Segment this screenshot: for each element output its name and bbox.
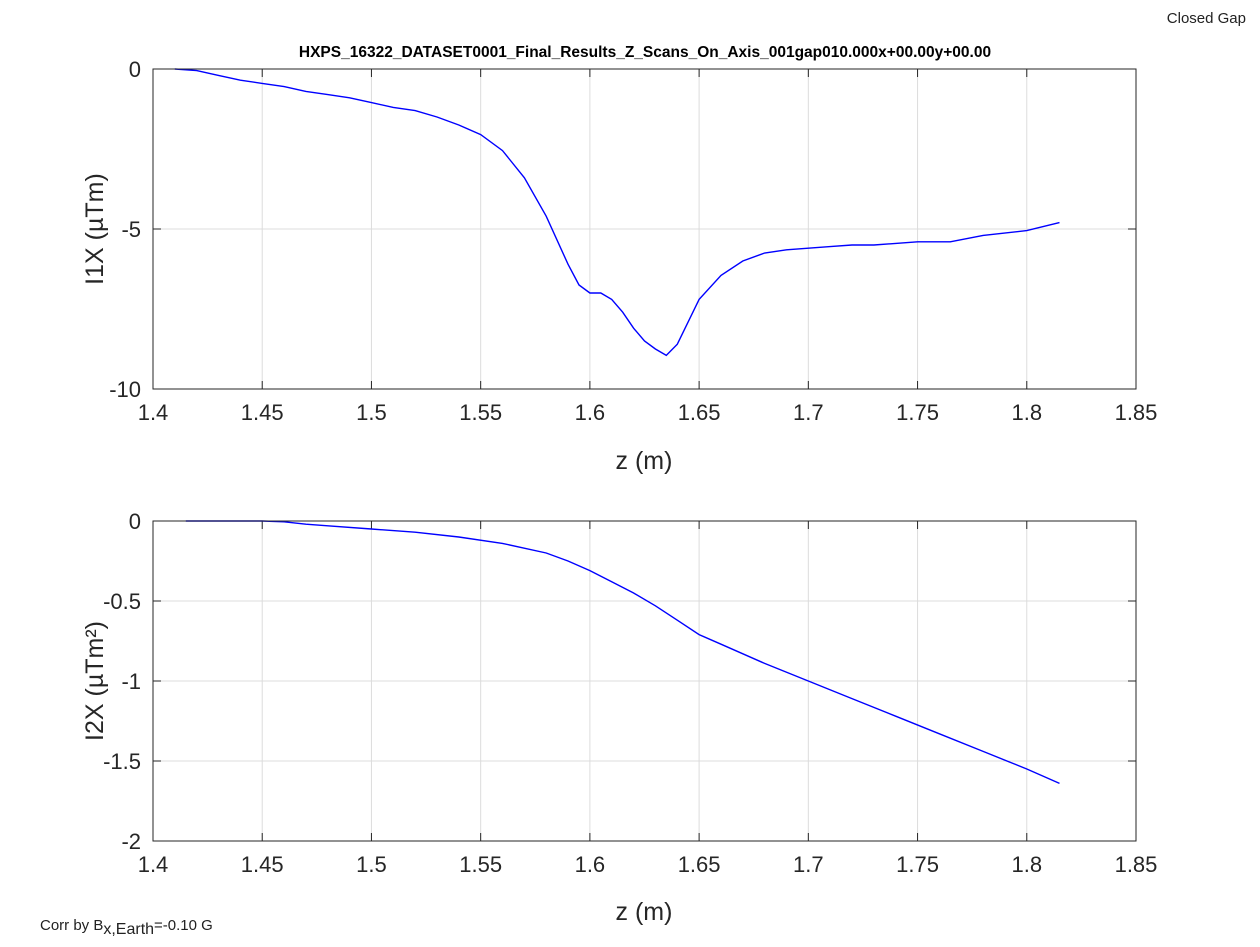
x-tick-label: 1.7 <box>793 400 824 425</box>
x-tick-label: 1.4 <box>138 400 169 425</box>
correction-note-subscript: x,Earth <box>103 921 154 938</box>
x-tick-label: 1.45 <box>241 400 284 425</box>
y-tick-label: 0 <box>129 509 141 534</box>
y-tick-label: 0 <box>129 57 141 82</box>
series-line-top <box>174 68 1060 357</box>
y-tick-label: -10 <box>109 377 141 402</box>
x-tick-label: 1.4 <box>138 852 169 877</box>
correction-note-suffix: =-0.10 G <box>154 917 213 934</box>
y-tick-label: -5 <box>121 217 141 242</box>
ticks-top: 1.4 1.45 1.5 1.55 1.6 1.65 1.7 1.75 1.8 1.85 -10 -5… <box>109 57 1157 425</box>
correction-note: Corr by Bx,Earth=-0.10 G <box>40 917 213 938</box>
ticks-bottom: 1.4 1.45 1.5 1.55 1.6 1.65 1.7 1.75 1.8 1.85 -2 -1.… <box>103 509 1157 877</box>
axes-box-top <box>152 68 1137 390</box>
axes-box-bottom <box>152 520 1137 842</box>
x-tick-label: 1.55 <box>459 852 502 877</box>
x-tick-label: 1.6 <box>575 400 606 425</box>
x-tick-label: 1.5 <box>356 852 387 877</box>
y-axis-label-top: I1X (µTm) <box>81 173 109 285</box>
chart-title-top: HXPS_16322_DATASET0001_Final_Results_Z_S… <box>299 44 991 61</box>
x-tick-label: 1.75 <box>896 852 939 877</box>
x-tick-label: 1.8 <box>1011 852 1042 877</box>
y-tick-label: -1 <box>121 669 141 694</box>
y-tick-label: -0.5 <box>103 589 141 614</box>
x-tick-label: 1.8 <box>1011 400 1042 425</box>
correction-note-prefix: Corr by B <box>40 917 103 934</box>
x-tick-label: 1.45 <box>241 852 284 877</box>
x-tick-label: 1.75 <box>896 400 939 425</box>
y-tick-label: -1.5 <box>103 749 141 774</box>
series-line-bottom <box>185 520 1060 785</box>
panel-bottom: 1.4 1.45 1.5 1.55 1.6 1.65 1.7 1.75 1.8 1.85 -2 -1.… <box>81 509 1157 926</box>
x-tick-label: 1.85 <box>1115 852 1158 877</box>
x-tick-label: 1.65 <box>678 400 721 425</box>
x-tick-label: 1.55 <box>459 400 502 425</box>
x-tick-label: 1.65 <box>678 852 721 877</box>
x-tick-label: 1.5 <box>356 400 387 425</box>
x-tick-label: 1.6 <box>575 852 606 877</box>
closed-gap-note: Closed Gap <box>1166 10 1246 27</box>
y-tick-label: -2 <box>121 829 141 854</box>
x-axis-label-bottom: z (m) <box>616 898 673 926</box>
x-tick-label: 1.7 <box>793 852 824 877</box>
y-axis-label-bottom: I2X (µTm²) <box>81 621 109 741</box>
x-tick-label: 1.85 <box>1115 400 1158 425</box>
x-axis-label-top: z (m) <box>616 447 673 475</box>
panel-top: 1.4 1.45 1.5 1.55 1.6 1.65 1.7 1.75 1.8 1.85 -10 -5… <box>81 57 1157 475</box>
